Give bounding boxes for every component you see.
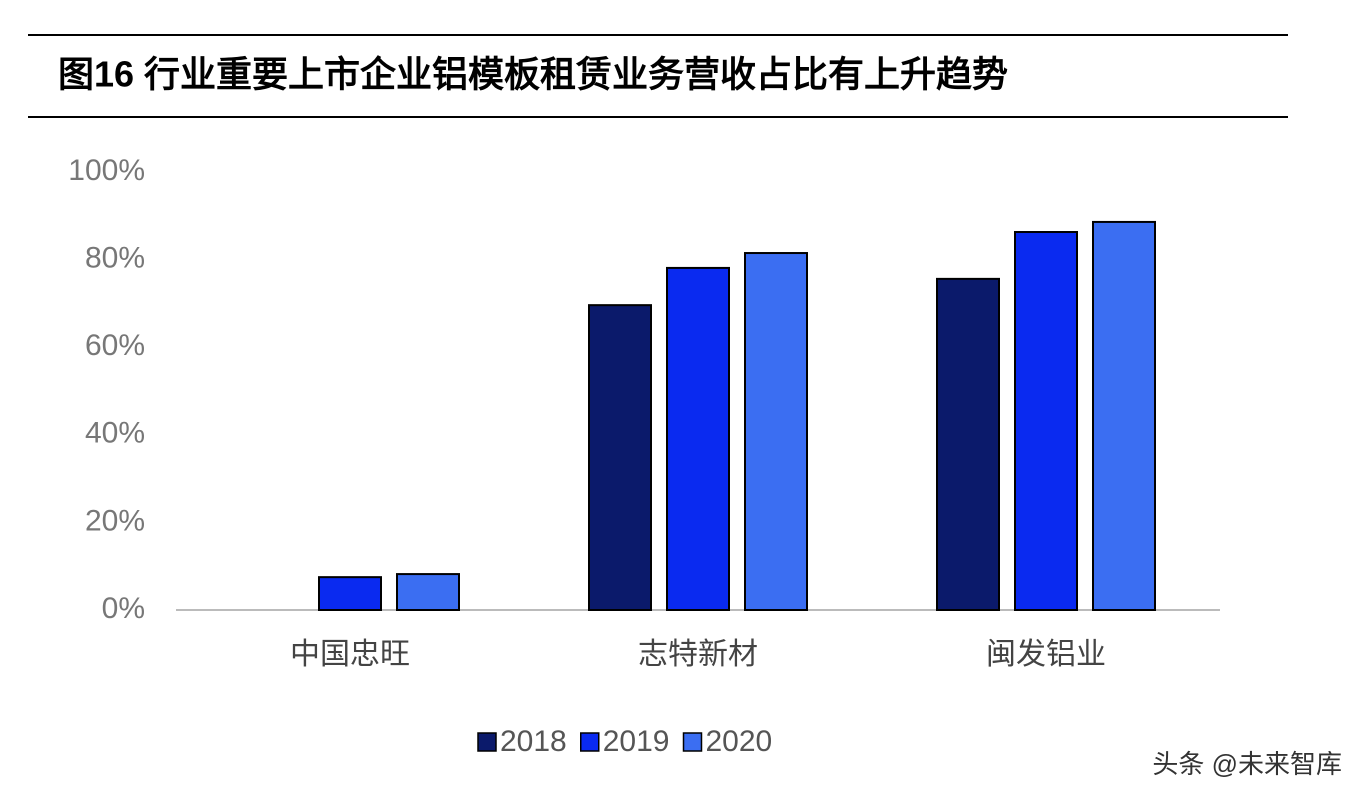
legend-swatch — [580, 732, 600, 752]
legend-label: 2019 — [603, 725, 670, 758]
bar — [1092, 220, 1156, 611]
legend-label: 2020 — [706, 725, 773, 758]
y-tick-label: 0% — [102, 592, 145, 625]
y-tick-label: 100% — [68, 154, 145, 187]
bar — [744, 252, 808, 611]
y-tick-label: 20% — [85, 504, 145, 537]
legend-swatch — [682, 732, 703, 752]
chart-title: 图16 行业重要上市企业铝模板租赁业务营收占比有上升趋势 — [58, 54, 1008, 95]
legend-swatch — [477, 732, 497, 752]
x-tick-label: 志特新材 — [638, 638, 758, 671]
bar — [318, 576, 382, 612]
bar — [666, 266, 730, 611]
legend-label: 2018 — [500, 725, 567, 758]
watermark: 头条 @未来智库 — [1152, 749, 1342, 779]
bar — [396, 573, 460, 611]
y-tick-label: 60% — [85, 329, 145, 362]
x-tick-label: 闽发铝业 — [986, 638, 1106, 671]
y-tick-label: 80% — [85, 242, 145, 275]
bar — [588, 304, 652, 611]
x-tick-label: 中国忠旺 — [290, 638, 410, 671]
y-tick-label: 40% — [85, 417, 145, 450]
bar — [936, 277, 1000, 611]
bar — [1014, 231, 1078, 611]
